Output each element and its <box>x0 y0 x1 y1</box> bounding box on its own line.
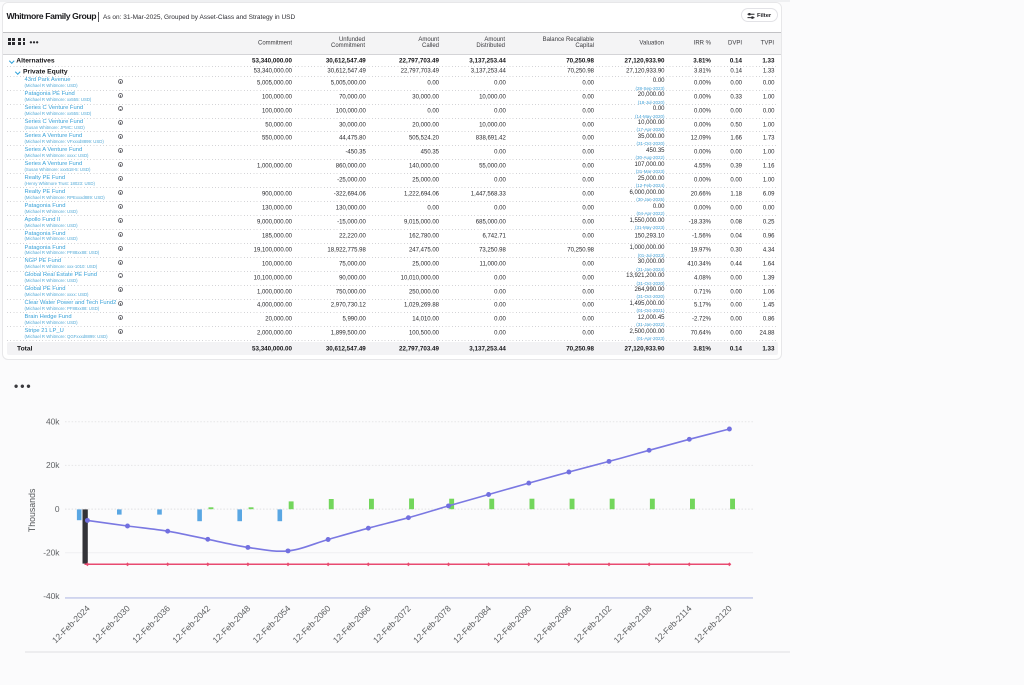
svg-text:12-Feb-2096: 12-Feb-2096 <box>531 603 573 645</box>
svg-text:12-Feb-2108: 12-Feb-2108 <box>612 603 654 645</box>
svg-text:12-Feb-2114: 12-Feb-2114 <box>652 603 694 645</box>
svg-text:12-Feb-2102: 12-Feb-2102 <box>572 603 614 645</box>
svg-text:12-Feb-2072: 12-Feb-2072 <box>371 603 413 645</box>
svg-text:12-Feb-2042: 12-Feb-2042 <box>170 603 212 645</box>
svg-text:12-Feb-2060: 12-Feb-2060 <box>291 603 333 645</box>
svg-text:12-Feb-2078: 12-Feb-2078 <box>411 603 453 645</box>
svg-text:Thousands: Thousands <box>27 488 37 532</box>
svg-text:12-Feb-2036: 12-Feb-2036 <box>130 603 172 645</box>
svg-text:12-Feb-2054: 12-Feb-2054 <box>251 603 293 645</box>
svg-text:12-Feb-2084: 12-Feb-2084 <box>451 603 493 645</box>
svg-text:12-Feb-2066: 12-Feb-2066 <box>331 603 373 645</box>
svg-text:12-Feb-2090: 12-Feb-2090 <box>491 603 533 645</box>
svg-text:12-Feb-2048: 12-Feb-2048 <box>210 603 252 645</box>
svg-text:12-Feb-2120: 12-Feb-2120 <box>692 603 734 645</box>
svg-text:12-Feb-2024: 12-Feb-2024 <box>50 603 92 645</box>
svg-text:-20k: -20k <box>43 548 60 558</box>
svg-text:-40k: -40k <box>43 591 60 601</box>
svg-text:40k: 40k <box>46 416 60 426</box>
svg-text:12-Feb-2030: 12-Feb-2030 <box>90 603 132 645</box>
svg-text:0: 0 <box>55 504 60 514</box>
svg-text:20k: 20k <box>46 460 60 470</box>
